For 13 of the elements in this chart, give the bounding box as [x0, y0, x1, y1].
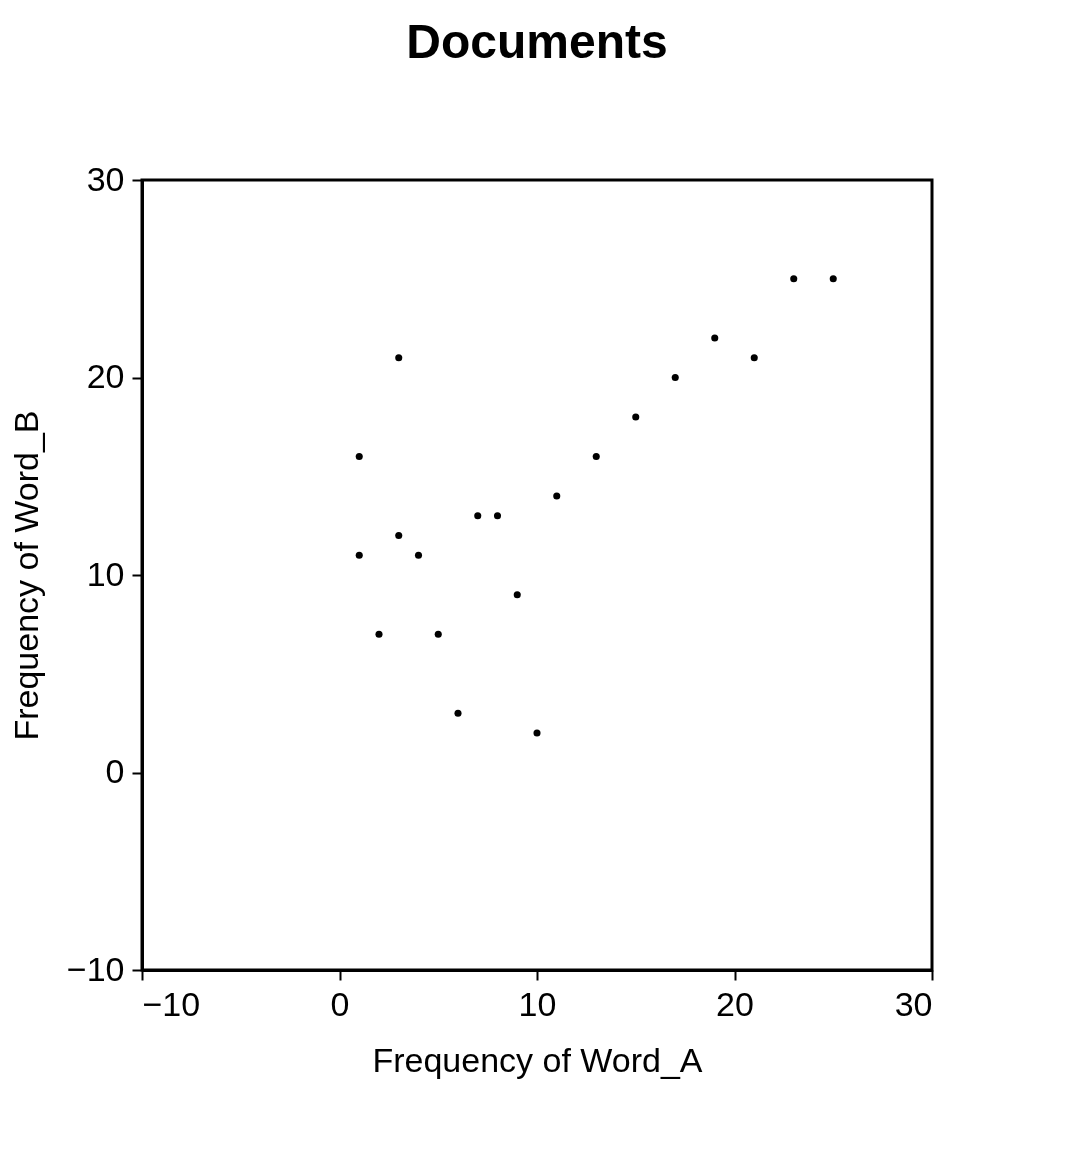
- y-tick-label: 30: [86, 159, 125, 198]
- y-tick-label: 20: [86, 357, 125, 395]
- y-axis-title: Frequency of Word_B: [6, 410, 45, 741]
- x-tick-label: 10: [518, 984, 557, 1023]
- x-axis-title: Frequency of Word_A: [372, 1040, 703, 1079]
- x-tick-label: −10: [142, 984, 201, 1023]
- x-tick-label: 0: [330, 984, 350, 1023]
- x-tick-label: 20: [716, 984, 754, 1023]
- y-tick-label: 0: [105, 752, 125, 790]
- y-tick-label: −10: [66, 949, 125, 988]
- x-tick-label: 30: [894, 984, 933, 1023]
- y-tick-label: 10: [86, 554, 125, 593]
- chart-title: Documents: [406, 15, 668, 68]
